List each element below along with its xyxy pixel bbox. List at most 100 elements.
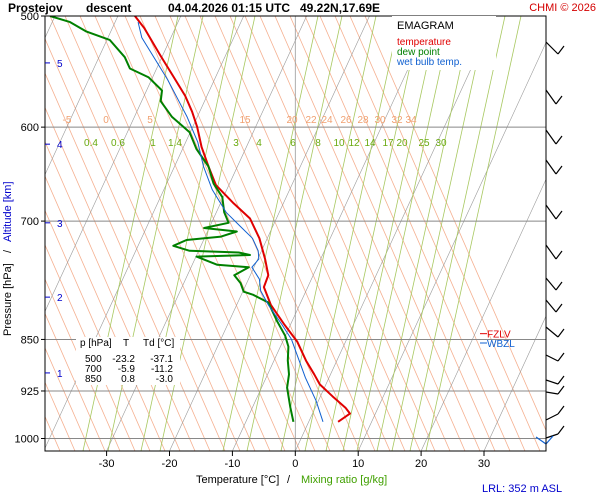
dry-adiabat [45, 312, 106, 451]
mixing-label: 14 [364, 138, 376, 149]
lrl-label: LRL: 352 m ASL [482, 483, 562, 495]
mixing-label: 0.6 [111, 138, 125, 149]
adiabat-label: 30 [374, 115, 386, 126]
isotherm [420, 178, 546, 451]
table-row-t: -5.9 [118, 364, 136, 375]
mixing-label: 6 [290, 138, 296, 149]
adiabat-label: 0 [103, 115, 109, 126]
temperature-line [134, 16, 351, 423]
legend-temperature: temperature [397, 37, 451, 48]
adiabat-label: 24 [321, 115, 333, 126]
isotherm [45, 16, 119, 176]
wind-barb-staff [545, 89, 557, 105]
background-lines [45, 16, 546, 451]
adiabat-label: -5 [63, 115, 72, 126]
mixing-ratio-line [82, 16, 179, 451]
wetbulb-line [137, 21, 324, 422]
y-tick-label: 1000 [15, 434, 39, 446]
wind-barb-staff [545, 413, 559, 421]
mixing-label: 8 [315, 138, 321, 149]
x-label-mixing: Mixing ratio [g/kg] [301, 474, 387, 486]
wind-barb-flag [555, 250, 563, 260]
dry-adiabat [319, 16, 511, 451]
dry-adiabat [49, 16, 241, 451]
wind-barbs [535, 41, 565, 445]
isotherm [106, 16, 307, 451]
profile-lines [49, 16, 351, 423]
wind-barb-flag [555, 165, 563, 175]
legend-wetbulb: wet bulb temp. [396, 57, 462, 68]
dry-adiabat [364, 16, 546, 432]
table-header-p: p [hPa] [80, 338, 112, 349]
background-labels: -5 0 5 15 20 22 24 26 28 30 32 340.4 0.6 1 1.4 3 4 6 8 10 12… [63, 115, 447, 149]
wind-barb-flag [555, 135, 563, 145]
mixing-ratio-line [325, 16, 422, 451]
header-coords: 49.22N,17.69E [300, 1, 380, 15]
table-row-p: 700 [85, 364, 102, 375]
wind-barb-flag [557, 352, 565, 362]
mixing-label: 25 [418, 138, 430, 149]
wind-barb-staff [545, 433, 559, 439]
adiabat-label: 22 [305, 115, 317, 126]
isotherm [169, 16, 370, 451]
x-tick-label: 20 [415, 458, 427, 470]
legend: EMAGRAM temperature dew point wet bulb t… [392, 16, 496, 70]
y-tick-label: 700 [21, 216, 39, 228]
wind-barb-staff [545, 244, 557, 260]
dry-adiabat [79, 16, 271, 451]
dry-adiabat [45, 346, 91, 451]
table-row-t: 0.8 [121, 374, 135, 385]
wind-barb-staff [545, 299, 557, 313]
isotherm [295, 16, 496, 451]
adiabat-label: 26 [340, 115, 352, 126]
wind-barb-flag [557, 328, 565, 338]
table-header-t: T [123, 338, 129, 349]
wind-barb-flag [557, 405, 565, 415]
wind-barb-staff [545, 391, 559, 395]
dry-adiabat [184, 16, 376, 451]
header-station: Prostejov [8, 1, 63, 15]
mixing-label: 17 [382, 138, 394, 149]
header-datetime: 04.04.2026 01:15 UTC [168, 1, 290, 15]
wind-barb-flag [555, 210, 563, 220]
adiabat-label: 20 [286, 115, 298, 126]
dry-adiabat [45, 278, 121, 451]
table-row-td: -3.0 [156, 374, 174, 385]
mixing-ratio-line [409, 16, 506, 451]
isotherm [45, 16, 244, 449]
wind-barb-staff [545, 159, 557, 175]
dry-adiabat [229, 16, 421, 451]
x-label-temperature: Temperature [°C] [196, 474, 279, 486]
isotherm [357, 41, 546, 451]
table-row-p: 500 [85, 354, 102, 365]
wind-barb-staff [545, 129, 557, 145]
dry-adiabat [64, 16, 256, 451]
dry-adiabat [124, 16, 316, 451]
dry-adiabat [169, 16, 361, 451]
dry-adiabat [259, 16, 451, 451]
dry-adiabat [139, 16, 331, 451]
table-header-td: Td [°C] [143, 338, 174, 349]
x-axis-label: Temperature [°C] / Mixing ratio [g/kg] [196, 474, 387, 486]
legend-dewpoint: dew point [397, 47, 440, 58]
dry-adiabat [45, 37, 226, 451]
mixing-label: 20 [396, 138, 408, 149]
mixing-label: 3 [233, 138, 239, 149]
dry-adiabat [214, 16, 406, 451]
wbzl-label: WBZL [487, 339, 515, 350]
x-tick-label: 0 [292, 458, 298, 470]
adiabat-label: 34 [405, 115, 417, 126]
data-table: p [hPa] T Td [°C] 500 -23.2 -37.1 700 -5… [76, 337, 180, 385]
dry-adiabat [109, 16, 301, 451]
mixing-ratio-line [391, 16, 488, 451]
mixing-label: 4 [256, 138, 262, 149]
adiabat-label: 28 [357, 115, 369, 126]
y-tick-label: 850 [21, 334, 39, 346]
dry-adiabat [289, 16, 481, 451]
dry-adiabat [334, 16, 526, 451]
dry-adiabat [94, 16, 286, 451]
isotherm [232, 16, 433, 451]
x-tick-label: -30 [99, 458, 115, 470]
wind-barb-flag [557, 45, 565, 55]
wind-barb-flag [555, 281, 563, 291]
